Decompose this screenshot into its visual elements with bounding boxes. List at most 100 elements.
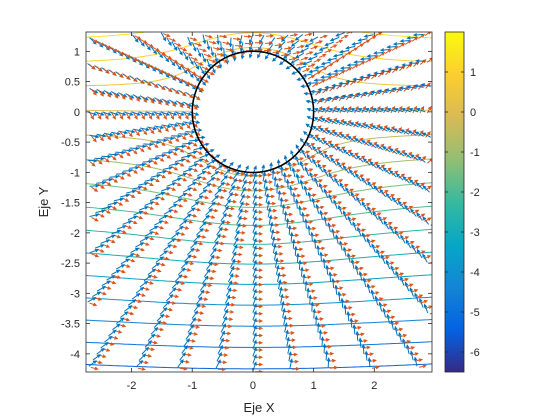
quiver-arrow-b [368,359,377,363]
quiver-arrow-a [409,179,417,187]
quiver-arrow-a [116,225,127,230]
quiver-arrow-a [183,121,194,125]
quiver-arrow-a [333,131,342,139]
quiver-arrow-b [426,105,432,114]
quiver-arrow-a [349,152,358,160]
quiver-arrow-a [359,57,371,61]
quiver-arrow-a [345,45,356,50]
quiver-arrow-b [144,162,152,168]
quiver-arrow-a [367,357,372,368]
quiver-arrow-a [216,34,220,45]
quiver-arrow-a [271,169,275,180]
quiver-arrow-a [115,264,126,270]
quiver-arrow-b [124,74,131,81]
quiver-arrow-b [158,50,167,56]
quiver-arrow-a [196,47,202,58]
quiver-arrow-a [328,172,335,182]
quiver-arrow-a [294,198,299,209]
quiver-arrow-b [347,312,356,317]
quiver-arrow-a [278,58,288,66]
quiver-arrow-a [319,209,323,220]
quiver-arrow-a [309,133,318,142]
quiver-arrow-b [115,201,124,206]
quiver-arrow-a [377,89,388,94]
quiver-arrow-b [103,68,110,74]
quiver-arrow-a [390,265,395,275]
quiver-arrow-a [281,300,285,311]
quiver-arrow-b [170,100,177,107]
quiver-arrow-a [340,297,345,308]
quiver-arrow-a [353,60,364,64]
quiver-arrow-a [281,34,289,43]
quiver-arrow-a [125,253,135,259]
quiver-arrow-a [395,173,404,181]
quiver-arrow-b [371,161,379,167]
quiver-arrow-a [132,185,143,190]
quiver-arrow-b [117,174,125,180]
quiver-arrow-a [295,144,302,154]
quiver-arrow-a [378,215,384,225]
quiver-arrow-a [222,308,229,319]
quiver-arrow-a [129,165,140,170]
quiver-arrow-a [143,142,154,147]
y-tick-label: -2 [70,228,80,240]
quiver-arrow-b [134,129,141,137]
quiver-arrow-a [371,125,381,131]
quiver-arrow-a [159,307,168,315]
quiver-arrow-a [354,264,359,275]
quiver-arrow-a [387,67,398,72]
quiver-arrow-a [240,186,246,196]
quiver-arrow-a [338,81,349,86]
quiver-arrow-a [101,205,112,210]
quiver-arrow-a [385,127,395,133]
quiver-arrow-a [361,232,367,242]
quiver-arrow-a [400,276,405,286]
quiver-arrow-a [408,108,419,113]
quiver-arrow-a [166,37,172,47]
quiver-arrow-b [317,105,323,114]
quiver-arrow-a [287,343,291,354]
quiver-arrow-b [89,302,98,307]
quiver-arrow-b [111,47,119,53]
quiver-arrow-a [403,152,412,159]
y-tick-label: -2.5 [61,258,80,270]
quiver-arrow-a [307,225,311,236]
quiver-arrow-b [254,40,264,45]
quiver-arrow-a [316,322,321,333]
quiver-arrow-b [302,213,311,218]
colorbar-tick-label: -2 [470,187,480,199]
quiver-arrow-a [346,252,351,263]
quiver-arrow-b [313,58,322,63]
quiver-arrow-a [225,287,232,297]
quiver-arrow-a [144,178,155,182]
quiver-arrow-a [175,158,186,163]
quiver-arrow-b [147,112,153,120]
quiver-arrow-a [313,51,323,56]
quiver-arrow-a [252,259,257,270]
quiver-arrow-b [331,143,339,149]
quiver-arrow-a [206,58,211,69]
quiver-arrow-a [252,252,257,263]
quiver-arrow-a [242,172,248,182]
quiver-arrow-b [391,170,399,176]
quiver-arrow-a [150,140,161,145]
quiver-arrow-b [429,312,432,315]
quiver-arrow-b [308,226,317,231]
quiver-arrow-b [272,170,281,175]
quiver-arrow-a [194,195,204,202]
quiver-arrow-b [383,105,388,114]
quiver-arrow-b [168,37,177,42]
quiver-arrow-b [359,339,368,343]
quiver-arrow-a [147,268,157,276]
quiver-arrow-a [138,38,145,47]
quiver-arrow-a [221,316,227,326]
quiver-arrow-a [130,247,140,254]
quiver-arrow-a [139,127,150,132]
quiver-arrow-b [287,39,296,44]
quiver-arrow-a [177,192,188,199]
quiver-arrow-a [193,303,201,312]
quiver-arrow-a [262,171,267,182]
quiver-arrow-b [346,105,352,114]
quiver-arrow-a [252,165,257,175]
